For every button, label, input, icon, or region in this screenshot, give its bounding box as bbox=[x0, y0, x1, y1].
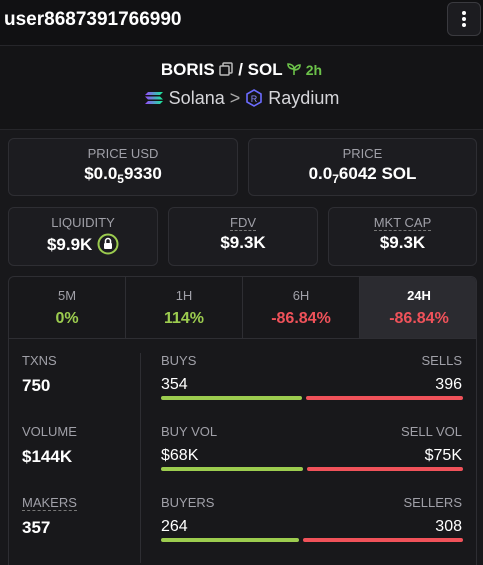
buy-bar bbox=[161, 538, 299, 542]
metric-value: 357 bbox=[22, 518, 51, 537]
price-value: 0.076042 SOL bbox=[249, 164, 476, 186]
sell-bar bbox=[305, 396, 463, 400]
buy-value: 264 bbox=[161, 518, 188, 535]
price-label: PRICE USD bbox=[87, 146, 159, 161]
stat-value: $9.3K bbox=[379, 233, 426, 252]
activity-panel: 5M 0% 1H 114% 6H -86.84% 24H -86.84% TXNS 750 BUYS… bbox=[8, 276, 477, 565]
timeframe-change: -86.84% bbox=[271, 310, 331, 327]
raydium-icon: R bbox=[246, 89, 263, 107]
stat-card: LIQUIDITY $9.9K bbox=[8, 207, 158, 266]
sell-value: 396 bbox=[435, 376, 462, 393]
pair-age: 2h bbox=[305, 62, 323, 78]
lock-icon bbox=[97, 233, 119, 255]
sprout-icon bbox=[287, 63, 301, 75]
metric-label: TXNS bbox=[22, 353, 57, 368]
buy-label: BUYS bbox=[161, 353, 197, 368]
price-value: $0.059330 bbox=[9, 164, 237, 186]
sell-bar bbox=[302, 538, 463, 542]
price-digits: 6042 SOL bbox=[338, 164, 417, 183]
metric-label: MAKERS bbox=[22, 495, 77, 511]
sell-label: SELLS bbox=[421, 353, 462, 368]
stat-card: FDV $9.3K bbox=[168, 207, 318, 266]
timeframe-change: -86.84% bbox=[389, 310, 449, 327]
sell-bar bbox=[306, 467, 463, 471]
price-prefix: $0.0 bbox=[84, 164, 118, 183]
buy-label: BUY VOL bbox=[161, 424, 218, 439]
timeframe-tab[interactable]: 5M 0% bbox=[9, 277, 126, 339]
price-prefix: 0.0 bbox=[308, 164, 333, 183]
pair-header: BORIS / SOL 2h Solana > R Raydium bbox=[0, 46, 483, 130]
buy-label: BUYERS bbox=[161, 495, 215, 510]
timeframe-change: 114% bbox=[163, 310, 205, 327]
price-card: PRICE USD $0.059330 bbox=[8, 138, 238, 196]
price-digits: 9330 bbox=[123, 164, 162, 183]
metric-label: MAKERS bbox=[22, 495, 77, 511]
timeframe-change: 0% bbox=[55, 310, 79, 327]
username: user8687391766990 bbox=[4, 9, 182, 30]
solana-icon bbox=[144, 92, 163, 104]
stat-value: $9.3K bbox=[220, 233, 266, 252]
pair-line: BORIS / SOL 2h bbox=[0, 60, 483, 80]
sell-value: 308 bbox=[435, 518, 462, 535]
sell-label: SELL VOL bbox=[401, 424, 462, 439]
base-token: BORIS bbox=[160, 60, 215, 79]
sell-value: $75K bbox=[424, 447, 462, 464]
buy-bar bbox=[161, 396, 302, 400]
price-zeros: 5 bbox=[117, 172, 124, 186]
chain-name[interactable]: Solana bbox=[168, 88, 225, 108]
stat-label: LIQUIDITY bbox=[51, 215, 115, 230]
buy-value: 354 bbox=[161, 376, 188, 393]
metric-value: $144K bbox=[22, 447, 73, 466]
price-label: PRICE bbox=[342, 146, 383, 161]
buy-value: $68K bbox=[161, 447, 199, 464]
menu-button[interactable] bbox=[447, 2, 481, 36]
stat-label: MKT CAP bbox=[373, 215, 432, 231]
buy-bar bbox=[161, 467, 303, 471]
metric-value: 750 bbox=[22, 376, 51, 395]
timeframe-label: 1H bbox=[175, 288, 193, 303]
stat-label: FDV bbox=[230, 215, 256, 231]
timeframe-tab[interactable]: 1H 114% bbox=[126, 277, 243, 339]
divider bbox=[140, 353, 141, 563]
chain-line: Solana > R Raydium bbox=[0, 88, 483, 109]
menu-icon bbox=[462, 11, 466, 27]
timeframe-label: 6H bbox=[292, 288, 310, 303]
sell-label: SELLERS bbox=[403, 495, 462, 510]
stat-value-row: $9.9K bbox=[9, 233, 157, 255]
timeframe-tab[interactable]: 24H -86.84% bbox=[360, 277, 476, 339]
pair-separator: / bbox=[238, 60, 243, 79]
svg-text:R: R bbox=[251, 94, 258, 104]
stat-value: $9.9K bbox=[46, 235, 93, 254]
timeframe-label: 24H bbox=[407, 288, 431, 303]
timeframe-label: 5M bbox=[57, 288, 77, 303]
copy-icon[interactable] bbox=[219, 62, 234, 76]
metric-label: VOLUME bbox=[22, 424, 77, 439]
price-zeros: 7 bbox=[332, 172, 339, 186]
top-bar: user8687391766990 bbox=[0, 0, 483, 46]
quote-token: SOL bbox=[247, 60, 283, 79]
price-card: PRICE 0.076042 SOL bbox=[248, 138, 477, 196]
timeframe-tab[interactable]: 6H -86.84% bbox=[243, 277, 360, 339]
dex-name[interactable]: Raydium bbox=[268, 88, 340, 108]
stat-card: MKT CAP $9.3K bbox=[328, 207, 477, 266]
